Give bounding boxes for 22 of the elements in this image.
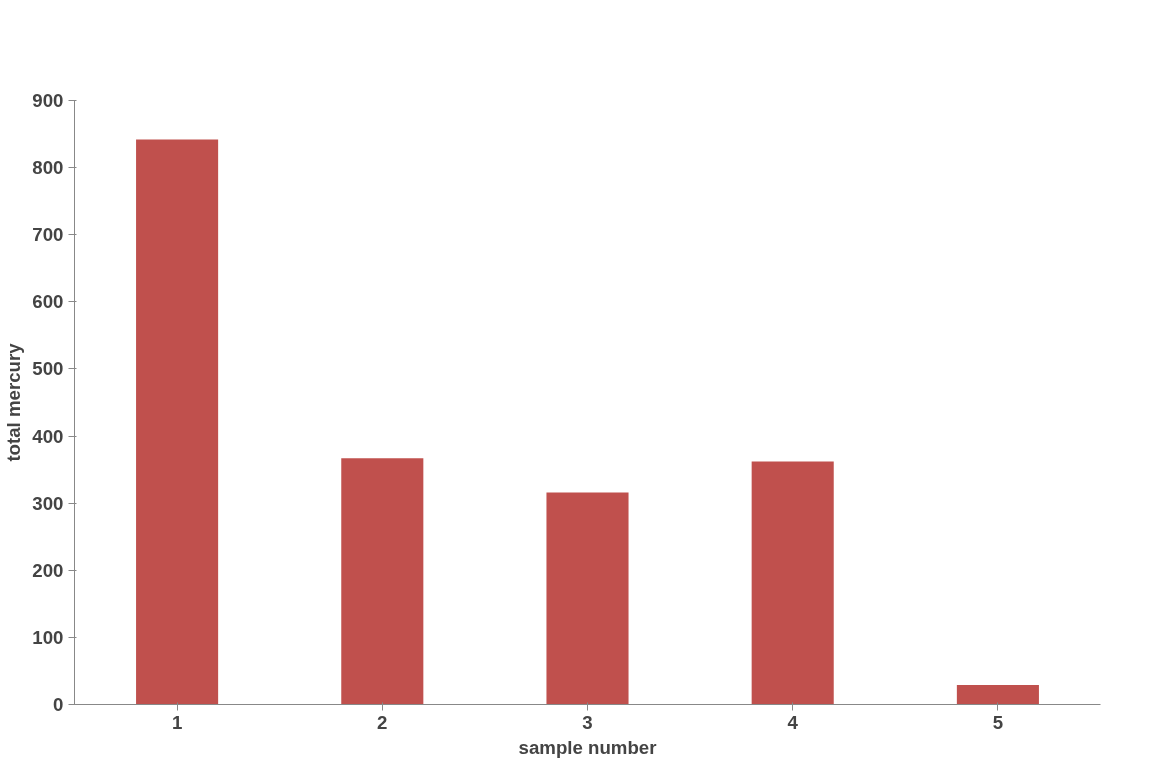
bar xyxy=(136,139,219,705)
x-tick-label: 3 xyxy=(582,711,593,733)
y-tick-label: 700 xyxy=(32,224,64,246)
x-tick-label: 5 xyxy=(992,711,1004,733)
y-tick-label: 900 xyxy=(32,90,64,111)
y-tick-label: 800 xyxy=(32,157,64,179)
x-tick-label: 2 xyxy=(377,711,388,733)
y-axis-title: total mercury xyxy=(3,342,25,462)
y-tick-label: 300 xyxy=(32,492,64,514)
bar xyxy=(546,492,629,705)
x-tick-label: 1 xyxy=(171,711,183,733)
y-tick-label: 0 xyxy=(53,694,64,715)
bar xyxy=(751,461,834,705)
y-tick-label: 500 xyxy=(32,358,64,380)
bar xyxy=(956,685,1039,705)
bar xyxy=(341,458,424,705)
y-tick-label: 200 xyxy=(32,559,64,581)
x-axis-title: sample number xyxy=(518,736,657,758)
y-tick-label: 400 xyxy=(32,425,64,447)
x-tick-label: 4 xyxy=(787,711,799,733)
y-tick-label: 100 xyxy=(32,626,64,648)
y-tick-label: 600 xyxy=(32,291,64,313)
